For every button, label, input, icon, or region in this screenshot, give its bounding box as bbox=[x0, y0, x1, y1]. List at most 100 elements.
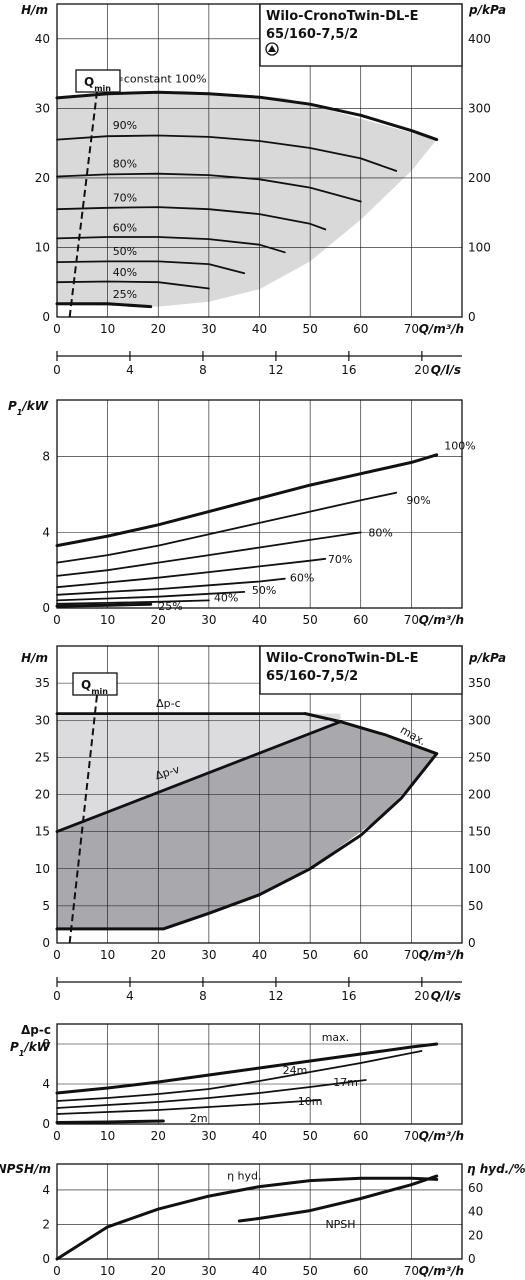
y-tick-label: 20 bbox=[35, 788, 50, 802]
y-tick-label: 40 bbox=[35, 32, 50, 46]
x-tick-label: 50 bbox=[302, 1129, 317, 1143]
y2-tick-label: 400 bbox=[468, 32, 491, 46]
x-tick-label: 0 bbox=[53, 322, 61, 336]
x-tick-label: 60 bbox=[353, 613, 368, 627]
control-power-label: 17m bbox=[333, 1076, 358, 1089]
curve-label: 80% bbox=[113, 157, 137, 170]
x-tick-label: 70 bbox=[404, 1264, 419, 1278]
curve-label: 25% bbox=[113, 288, 137, 301]
y2-axis-label: p/kPa bbox=[468, 3, 506, 17]
curve-label: 50% bbox=[113, 245, 137, 258]
y-axis-label: H/m bbox=[21, 3, 48, 17]
y2-tick-label: 50 bbox=[468, 899, 483, 913]
y-tick-label: 10 bbox=[35, 862, 50, 876]
power-curve-60% bbox=[56, 577, 286, 596]
x-tick-label: 40 bbox=[252, 322, 267, 336]
x-tick-label: 10 bbox=[100, 1129, 115, 1143]
x-tick-label: 70 bbox=[404, 613, 419, 627]
mode-curve-Δp-v bbox=[55, 720, 342, 833]
power-curve-50% bbox=[56, 591, 246, 602]
y-tick-label: 4 bbox=[42, 525, 50, 539]
power-curve-90% bbox=[56, 491, 398, 564]
curve-n=constant 100% bbox=[55, 90, 439, 142]
y-tick-label: 5 bbox=[42, 899, 50, 913]
npsh-label: NPSH bbox=[325, 1218, 355, 1231]
curve-label: 90% bbox=[113, 119, 137, 132]
x-tick-label: 70 bbox=[404, 948, 419, 962]
x-axis-label: Q/m³/h bbox=[419, 1129, 464, 1143]
product-name: Wilo-CronoTwin-DL-E bbox=[266, 9, 419, 24]
control-power-24m bbox=[56, 1050, 423, 1102]
operating-region bbox=[57, 90, 437, 307]
dp-v-region bbox=[57, 721, 437, 929]
dp-c-region bbox=[57, 713, 341, 832]
y2-tick-label: 250 bbox=[468, 750, 491, 764]
x-tick-label: 50 bbox=[302, 1264, 317, 1278]
x-tick-label: 30 bbox=[201, 322, 216, 336]
x-tick-label: 40 bbox=[252, 1129, 267, 1143]
y2-axis-label: η hyd./% bbox=[467, 1162, 525, 1176]
y2-tick-label: 20 bbox=[468, 1228, 483, 1242]
y-tick-label: 30 bbox=[35, 101, 50, 115]
y-tick-label: 4 bbox=[42, 1183, 50, 1197]
x-tick-label: 50 bbox=[302, 322, 317, 336]
plot-frame bbox=[56, 1163, 463, 1260]
x-tick-label: 0 bbox=[53, 1264, 61, 1278]
qmin-box bbox=[75, 69, 121, 93]
power-curve-label: 40% bbox=[214, 592, 238, 605]
qmin-line bbox=[68, 690, 99, 944]
y-tick-label: 0 bbox=[42, 1117, 50, 1131]
title-box bbox=[259, 645, 463, 695]
product-model: 65/160-7,5/2 bbox=[266, 669, 358, 684]
y-axis-label: P1/kW bbox=[8, 399, 49, 417]
x-tick-label: 20 bbox=[151, 948, 166, 962]
x-tick-label: 30 bbox=[201, 1129, 216, 1143]
control-power-2m bbox=[55, 1119, 165, 1124]
power-curve-100% bbox=[55, 453, 439, 548]
qmin-label: Qmin bbox=[81, 678, 108, 696]
x-tick-label: 20 bbox=[151, 322, 166, 336]
y-tick-label: 0 bbox=[42, 601, 50, 615]
plot-frame bbox=[56, 399, 463, 609]
curve-label: n=constant 100% bbox=[108, 73, 207, 86]
x-tick-label: 40 bbox=[252, 948, 267, 962]
control-power-max. bbox=[55, 1042, 439, 1095]
qmin-line bbox=[68, 87, 99, 318]
y-axis-label-dp-c: Δp-c bbox=[21, 1023, 51, 1037]
x-tick-label: 0 bbox=[53, 1129, 61, 1143]
y-tick-label: 0 bbox=[42, 936, 50, 950]
x-tick-label: 60 bbox=[353, 948, 368, 962]
power-curve-70% bbox=[56, 557, 327, 589]
y-axis-label: H/m bbox=[21, 651, 48, 665]
y-tick-label: 4 bbox=[42, 1077, 50, 1091]
x-axis-label: Q/m³/h bbox=[419, 322, 464, 336]
mode-curve-max. bbox=[303, 712, 439, 756]
y2-tick-label: 200 bbox=[468, 171, 491, 185]
power-curve-label: 60% bbox=[290, 572, 314, 585]
curve-60% bbox=[56, 236, 286, 254]
qmin-box bbox=[72, 672, 118, 696]
y2-tick-label: 0 bbox=[468, 1252, 476, 1266]
control-power-label: 2m bbox=[190, 1112, 208, 1125]
control-power-10m bbox=[56, 1099, 322, 1115]
y-tick-label: 20 bbox=[35, 171, 50, 185]
power-curve-label: 25% bbox=[158, 600, 182, 613]
flow-tick-label: 12 bbox=[268, 989, 283, 1003]
flow-tick-label: 16 bbox=[341, 989, 356, 1003]
flow-tick-label: 4 bbox=[126, 989, 134, 1003]
y2-tick-label: 100 bbox=[468, 862, 491, 876]
power-curve-40% bbox=[56, 599, 210, 605]
mode-label-dp-c: Δp-c bbox=[156, 697, 181, 710]
x-tick-label: 10 bbox=[100, 948, 115, 962]
flow-tick-label: 20 bbox=[414, 363, 429, 377]
wilo-logo-icon bbox=[268, 45, 276, 52]
flow-axis-label: Q/l/s bbox=[431, 989, 461, 1003]
control-power-17m bbox=[56, 1079, 367, 1109]
product-name: Wilo-CronoTwin-DL-E bbox=[266, 651, 419, 666]
y2-tick-label: 0 bbox=[468, 310, 476, 324]
power-curve-label: 50% bbox=[252, 584, 276, 597]
flow-axis-label: Q/l/s bbox=[431, 363, 461, 377]
flow-tick-label: 0 bbox=[53, 363, 61, 377]
x-tick-label: 50 bbox=[302, 948, 317, 962]
y-tick-label: 30 bbox=[35, 713, 50, 727]
